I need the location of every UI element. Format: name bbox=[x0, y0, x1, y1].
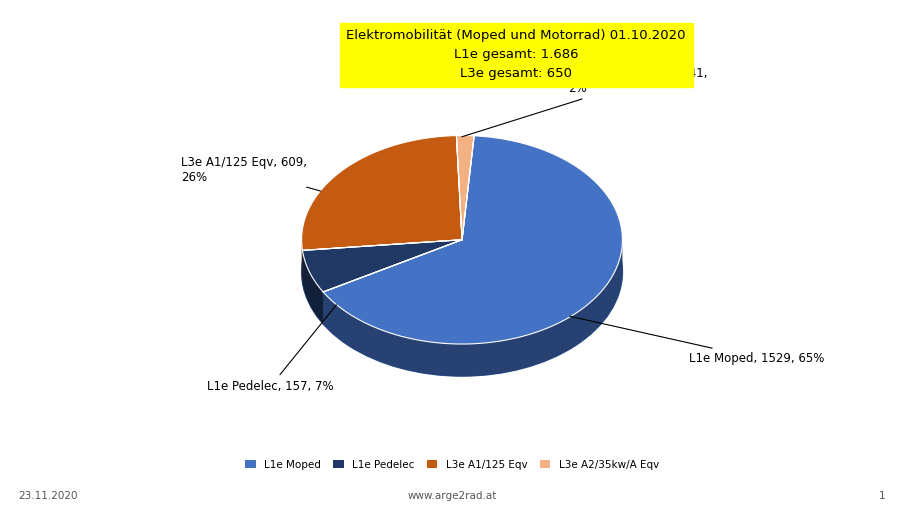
Polygon shape bbox=[323, 240, 461, 324]
Text: L3e A2/35kw/A Eqv, 41,
2%: L3e A2/35kw/A Eqv, 41, 2% bbox=[461, 67, 707, 137]
Polygon shape bbox=[302, 135, 461, 250]
Ellipse shape bbox=[302, 168, 622, 376]
Text: www.arge2rad.at: www.arge2rad.at bbox=[407, 491, 496, 501]
Text: 1: 1 bbox=[879, 491, 885, 501]
Polygon shape bbox=[303, 240, 461, 292]
Polygon shape bbox=[303, 240, 461, 282]
Legend: L1e Moped, L1e Pedelec, L3e A1/125 Eqv, L3e A2/35kw/A Eqv: L1e Moped, L1e Pedelec, L3e A1/125 Eqv, … bbox=[241, 456, 662, 474]
Text: L1e Pedelec, 157, 7%: L1e Pedelec, 157, 7% bbox=[207, 305, 336, 392]
Polygon shape bbox=[303, 250, 323, 324]
Polygon shape bbox=[323, 239, 622, 376]
Polygon shape bbox=[456, 135, 473, 240]
Text: 23.11.2020: 23.11.2020 bbox=[18, 491, 78, 501]
Polygon shape bbox=[303, 240, 461, 282]
Text: L1e Moped, 1529, 65%: L1e Moped, 1529, 65% bbox=[569, 316, 823, 365]
Polygon shape bbox=[323, 240, 461, 324]
Text: L3e A1/125 Eqv, 609,
26%: L3e A1/125 Eqv, 609, 26% bbox=[182, 156, 321, 191]
Text: Elektromobilität (Moped und Motorrad) 01.10.2020
L1e gesamt: 1.686
L3e gesamt: 6: Elektromobilität (Moped und Motorrad) 01… bbox=[346, 29, 685, 80]
Polygon shape bbox=[323, 136, 622, 344]
